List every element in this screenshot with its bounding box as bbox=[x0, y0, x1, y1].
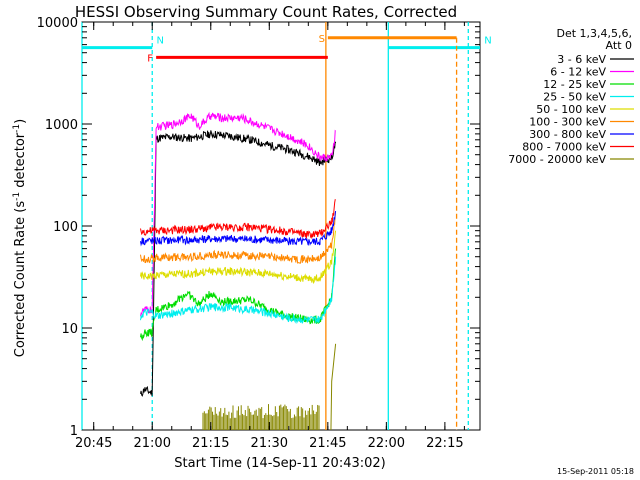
x-axis: 20:45 21:00 21:15 21:30 21:45 22:00 22:15 bbox=[75, 22, 465, 451]
series-3 bbox=[140, 256, 337, 325]
y-axis-label-mid: detector bbox=[13, 132, 28, 192]
legend-label-2: 12 - 25 keV bbox=[543, 78, 606, 91]
x-tick-label-5: 22:00 bbox=[368, 436, 405, 451]
legend-label-1: 6 - 12 keV bbox=[550, 66, 606, 79]
x-tick-label-4: 21:45 bbox=[309, 436, 346, 451]
x-axis-label: Start Time (14-Sep-11 20:43:02) bbox=[174, 456, 385, 471]
flag-label-2: F bbox=[147, 53, 153, 64]
x-tick-label-3: 21:30 bbox=[251, 436, 288, 451]
legend-label-4: 50 - 100 keV bbox=[536, 103, 606, 116]
x-tick-label-1: 21:00 bbox=[134, 436, 171, 451]
legend-label-3: 25 - 50 keV bbox=[543, 91, 606, 104]
plot-frame bbox=[81, 21, 481, 431]
flag-label-0: N bbox=[156, 36, 163, 47]
legend-header-line2: Att 0 bbox=[606, 39, 632, 52]
x-tick-label-6: 22:15 bbox=[426, 436, 463, 451]
plot-area: N NFS bbox=[81, 21, 492, 431]
y-tick-label-2: 100 bbox=[53, 220, 78, 235]
series-7 bbox=[140, 198, 336, 239]
x-tick-label-0: 20:45 bbox=[75, 436, 112, 451]
flag-label-1: N bbox=[484, 36, 491, 47]
legend-label-8: 7000 - 20000 keV bbox=[508, 153, 606, 166]
y-axis-label-end: ) bbox=[13, 119, 28, 124]
series-0 bbox=[140, 130, 337, 397]
y-axis-label-exp2: -1 bbox=[12, 124, 22, 133]
chart-title: HESSI Observing Summary Count Rates, Cor… bbox=[75, 3, 457, 21]
y-axis-label-exp1: -1 bbox=[12, 192, 22, 201]
y-tick-label-1: 10 bbox=[61, 322, 78, 337]
y-tick-label-4: 10000 bbox=[37, 16, 78, 31]
y-axis-label: Corrected Count Rate (s-1 detector-1) bbox=[12, 119, 28, 357]
series-1 bbox=[140, 111, 336, 317]
y-axis-label-main: Corrected Count Rate (s bbox=[13, 201, 28, 358]
flag-label-3: S bbox=[319, 34, 325, 45]
series-4 bbox=[140, 230, 337, 285]
series-tail-8 bbox=[330, 343, 337, 431]
timestamp-stamp: 15-Sep-2011 05:18 bbox=[557, 467, 634, 476]
legend-label-6: 300 - 800 keV bbox=[529, 128, 606, 141]
legend-label-7: 800 - 7000 keV bbox=[522, 141, 606, 154]
series-6 bbox=[140, 211, 337, 247]
series-8 bbox=[202, 343, 337, 431]
legend-header-line1: Det 1,3,4,5,6, bbox=[556, 27, 632, 40]
y-tick-label-0: 1 bbox=[70, 424, 78, 439]
x-tick-label-2: 21:15 bbox=[192, 436, 229, 451]
y-axis: 1 10 100 1000 10000 bbox=[37, 16, 480, 439]
y-tick-label-3: 1000 bbox=[45, 118, 78, 133]
series-2 bbox=[140, 248, 337, 342]
legend-label-5: 100 - 300 keV bbox=[529, 116, 606, 129]
legend-label-0: 3 - 6 keV bbox=[557, 53, 606, 66]
series-5 bbox=[140, 212, 337, 264]
